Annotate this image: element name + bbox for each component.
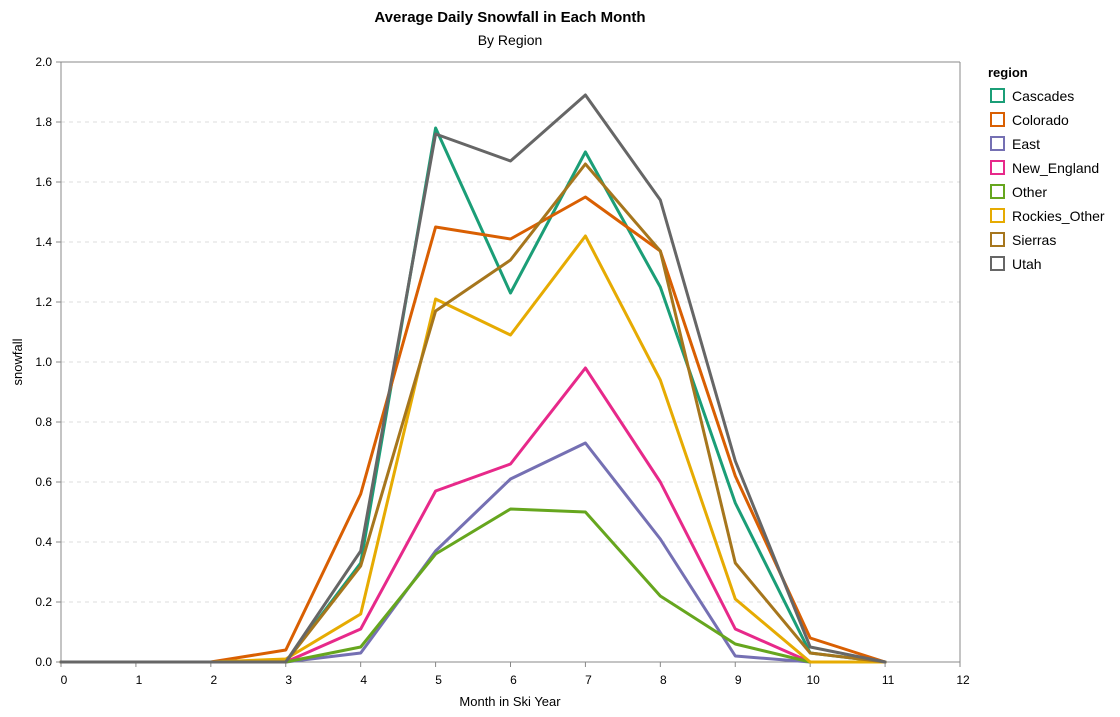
legend-swatch bbox=[990, 184, 1005, 199]
x-tick-label: 7 bbox=[585, 673, 592, 687]
legend-label: Cascades bbox=[1012, 88, 1074, 104]
x-tick-label: 5 bbox=[435, 673, 442, 687]
legend-swatch bbox=[990, 256, 1005, 271]
series-line-sierras bbox=[59, 162, 887, 664]
legend-label: Utah bbox=[1012, 256, 1042, 272]
x-tick-label: 11 bbox=[882, 673, 895, 687]
y-tick-label: 0.8 bbox=[35, 415, 52, 429]
y-tick-label: 1.2 bbox=[35, 295, 52, 309]
legend-title: region bbox=[988, 65, 1028, 80]
y-tick-label: 0.6 bbox=[35, 475, 52, 489]
axes-layer: 0.00.20.40.60.81.01.21.41.61.82.00 1 2 3 4 5 6… bbox=[35, 55, 970, 687]
series-layer bbox=[59, 93, 887, 664]
x-tick-label: 9 bbox=[735, 673, 742, 687]
legend-label: Other bbox=[1012, 184, 1047, 200]
legend-label: Rockies_Other bbox=[1012, 208, 1105, 224]
x-tick-label: 2 bbox=[210, 673, 217, 687]
legend: region Cascades Colorado East New_England Ot… bbox=[988, 65, 1105, 272]
x-tick-label: 10 bbox=[806, 673, 820, 687]
series-line-utah bbox=[59, 93, 887, 664]
x-tick-label: 6 bbox=[510, 673, 517, 687]
y-tick-label: 0.4 bbox=[35, 535, 52, 549]
x-tick-label: 0 bbox=[61, 673, 68, 687]
legend-label: Sierras bbox=[1012, 232, 1056, 248]
x-tick-label: 4 bbox=[360, 673, 367, 687]
legend-label: East bbox=[1012, 136, 1040, 152]
y-tick-label: 0.0 bbox=[35, 655, 52, 669]
x-tick-label: 1 bbox=[136, 673, 143, 687]
legend-swatch bbox=[990, 232, 1005, 247]
y-tick-label: 1.6 bbox=[35, 175, 52, 189]
legend-swatch bbox=[990, 136, 1005, 151]
legend-swatch bbox=[990, 160, 1005, 175]
y-tick-label: 1.4 bbox=[35, 235, 52, 249]
y-tick-label: 1.8 bbox=[35, 115, 52, 129]
legend-swatch bbox=[990, 208, 1005, 223]
chart-subtitle: By Region bbox=[478, 32, 543, 48]
grid-layer bbox=[61, 121, 960, 603]
y-axis-title: snowfall bbox=[10, 338, 25, 385]
x-tick-label: 8 bbox=[660, 673, 667, 687]
chart-title: Average Daily Snowfall in Each Month bbox=[374, 9, 645, 26]
x-axis-title: Month in Ski Year bbox=[459, 694, 561, 709]
x-tick-label: 3 bbox=[285, 673, 292, 687]
series-line-rockies-other bbox=[59, 234, 887, 664]
legend-swatch bbox=[990, 112, 1005, 127]
y-tick-label: 2.0 bbox=[35, 55, 52, 69]
x-tick-label: 12 bbox=[956, 673, 970, 687]
y-tick-label: 1.0 bbox=[35, 355, 52, 369]
legend-label: New_England bbox=[1012, 160, 1099, 176]
series-line-cascades bbox=[59, 126, 887, 664]
y-tick-label: 0.2 bbox=[35, 595, 52, 609]
legend-label: Colorado bbox=[1012, 112, 1069, 128]
legend-swatch bbox=[990, 88, 1005, 103]
